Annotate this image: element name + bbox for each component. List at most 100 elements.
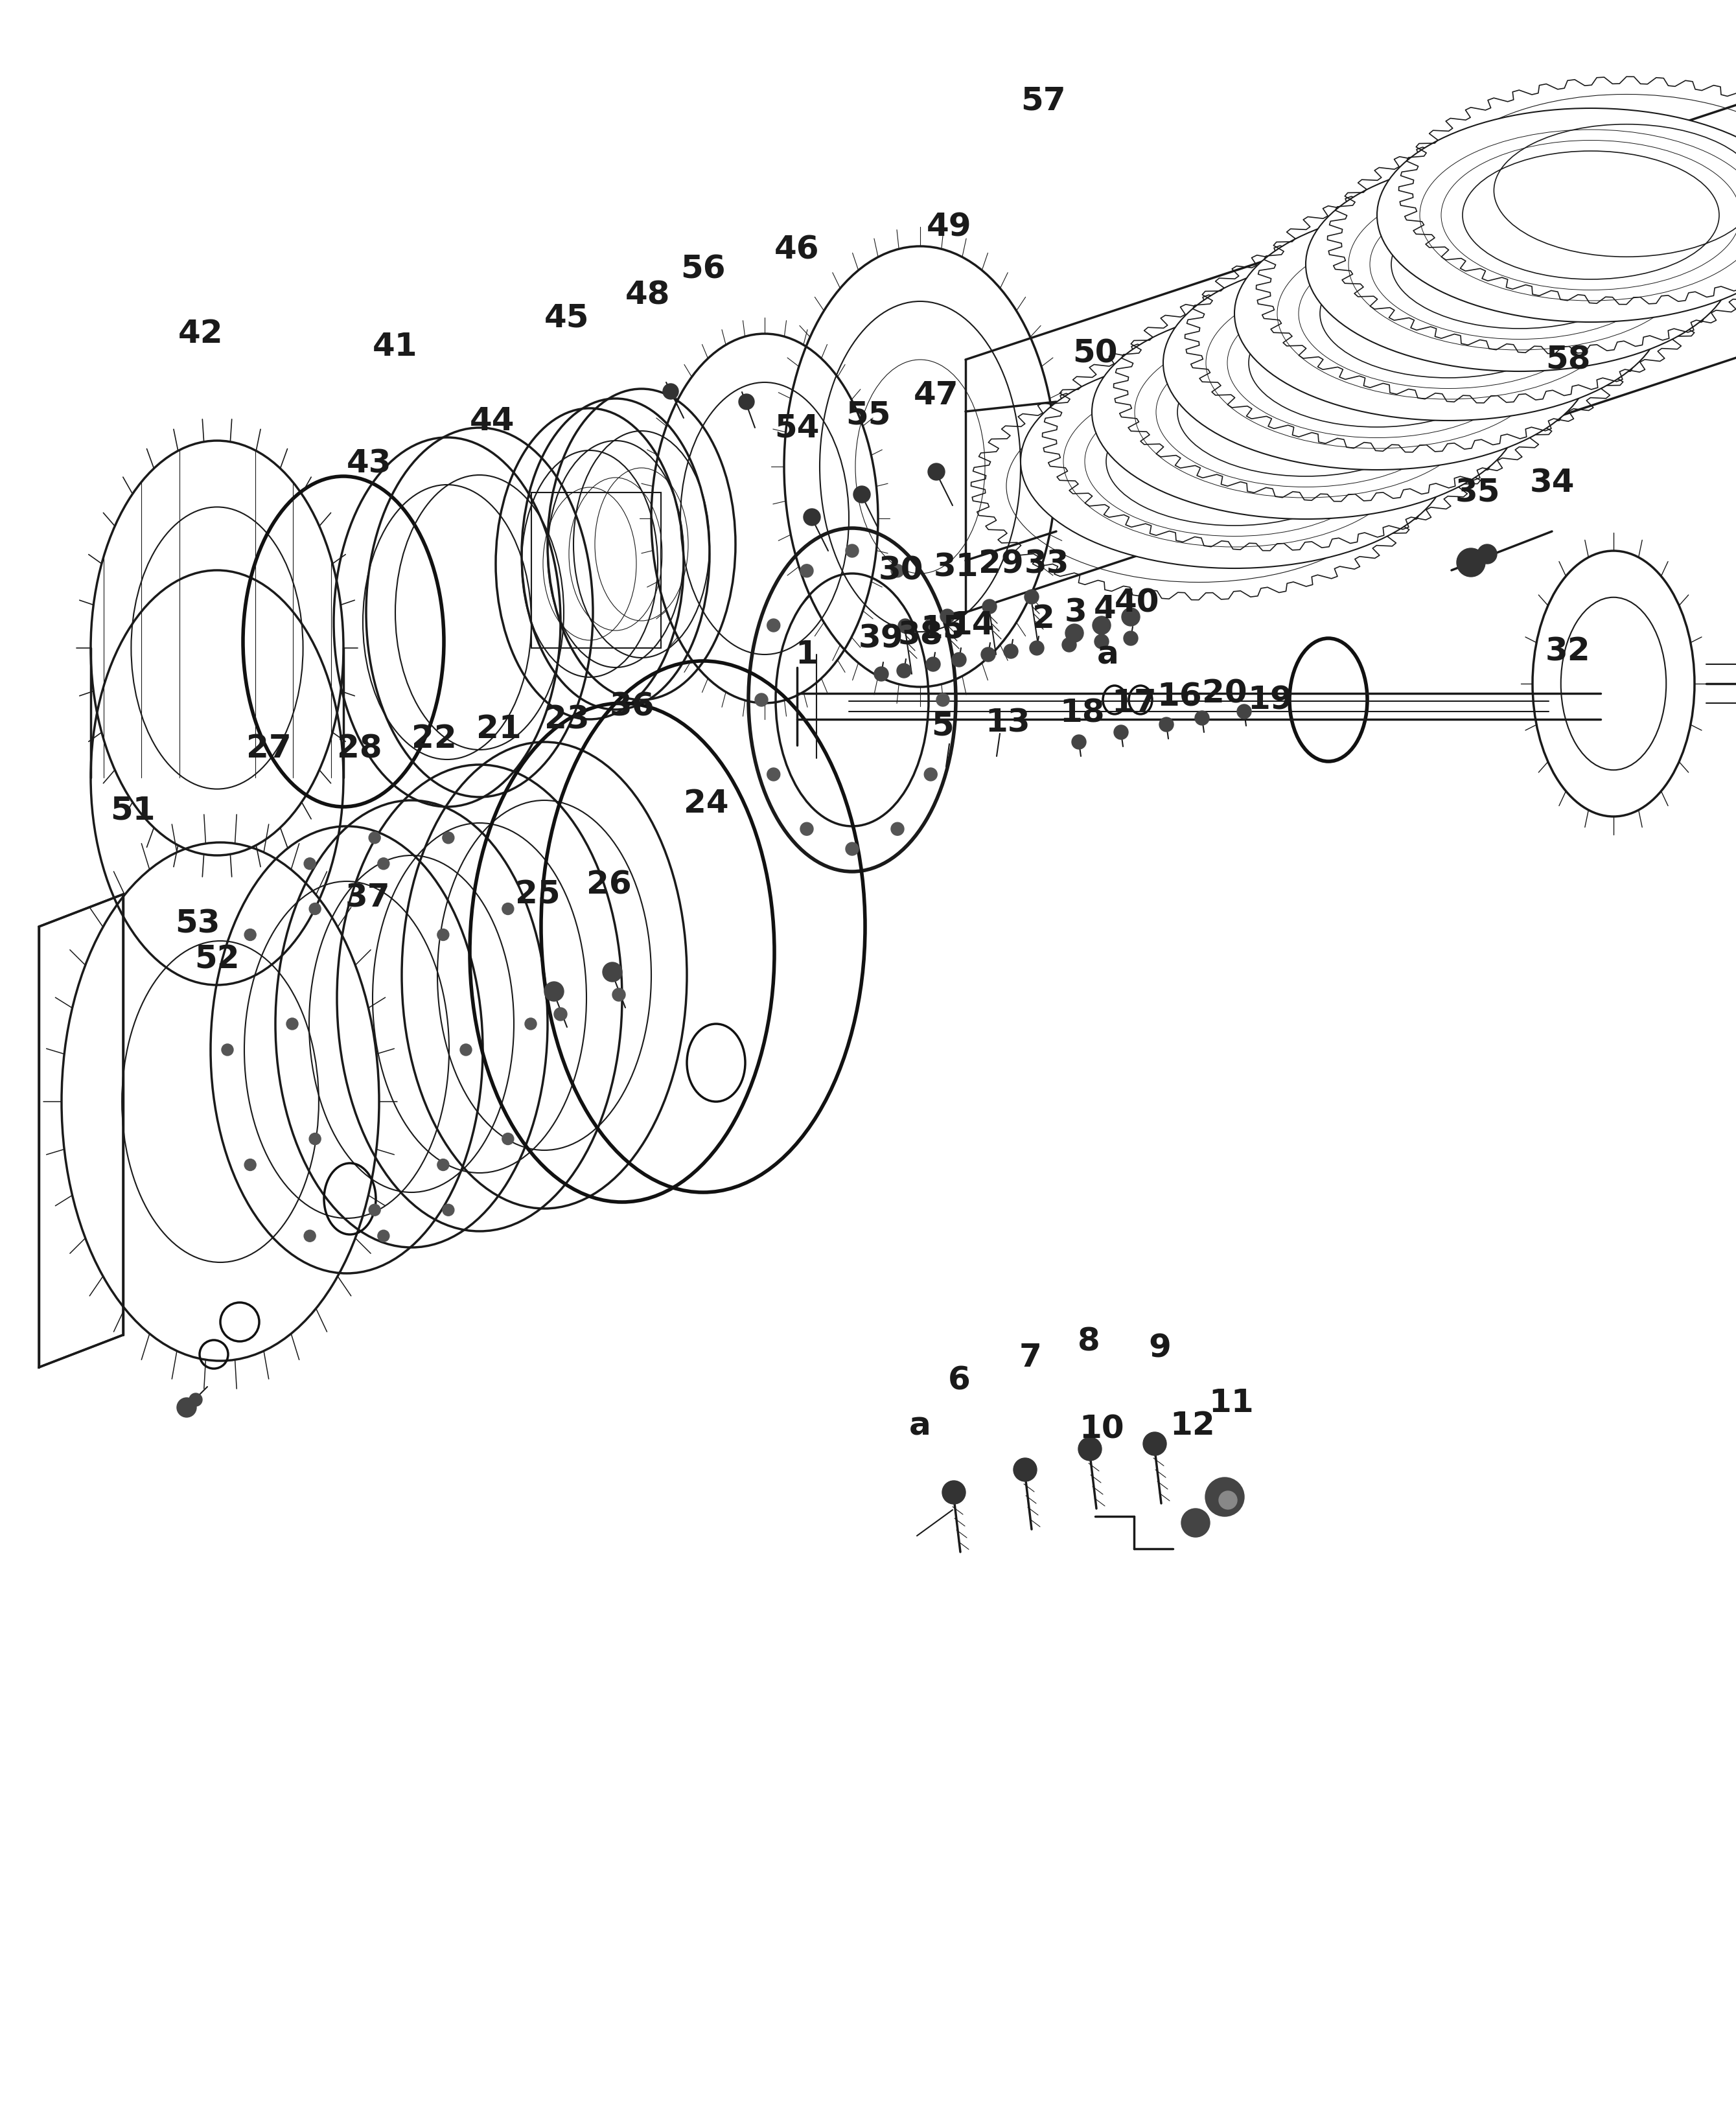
Text: 54: 54	[774, 411, 819, 443]
Text: 17: 17	[1111, 687, 1156, 718]
Text: 9: 9	[1149, 1333, 1172, 1363]
Text: 19: 19	[1248, 684, 1293, 716]
Text: 34: 34	[1529, 466, 1575, 498]
Circle shape	[378, 1229, 389, 1242]
Polygon shape	[38, 894, 123, 1367]
Circle shape	[1003, 644, 1017, 659]
Circle shape	[245, 1159, 255, 1170]
Text: 40: 40	[1115, 587, 1160, 619]
Circle shape	[804, 509, 821, 526]
Circle shape	[845, 545, 859, 557]
Text: 16: 16	[1156, 680, 1201, 712]
Text: 53: 53	[175, 907, 220, 939]
Circle shape	[1205, 1477, 1245, 1517]
Text: 15: 15	[920, 612, 965, 644]
Text: 55: 55	[845, 398, 891, 430]
Circle shape	[924, 767, 937, 782]
Text: 47: 47	[913, 379, 958, 411]
Text: 39: 39	[859, 623, 904, 655]
Text: 57: 57	[1021, 85, 1066, 117]
Text: a: a	[910, 1409, 930, 1441]
Circle shape	[177, 1399, 196, 1418]
Circle shape	[502, 1134, 514, 1144]
Circle shape	[1014, 1458, 1036, 1481]
Circle shape	[378, 858, 389, 869]
Text: 21: 21	[476, 714, 521, 744]
Text: 43: 43	[347, 447, 392, 479]
Text: 37: 37	[345, 882, 391, 913]
Circle shape	[443, 833, 455, 843]
Text: 7: 7	[1019, 1341, 1042, 1373]
Text: 24: 24	[684, 788, 729, 820]
Text: 31: 31	[934, 551, 979, 583]
Text: 12: 12	[1170, 1409, 1215, 1441]
Circle shape	[1180, 1509, 1210, 1536]
Circle shape	[663, 384, 679, 398]
Ellipse shape	[1377, 108, 1736, 322]
Circle shape	[983, 600, 996, 615]
Text: 36: 36	[609, 691, 654, 723]
Circle shape	[245, 928, 255, 941]
Circle shape	[554, 1009, 568, 1021]
Circle shape	[437, 1159, 450, 1170]
Text: 1: 1	[795, 640, 818, 670]
Circle shape	[304, 1229, 316, 1242]
Circle shape	[891, 822, 904, 835]
Text: 42: 42	[179, 318, 224, 350]
Text: 58: 58	[1545, 343, 1590, 375]
Circle shape	[368, 833, 380, 843]
Circle shape	[437, 928, 450, 941]
Text: 35: 35	[1455, 477, 1500, 509]
Text: 30: 30	[878, 555, 924, 585]
Circle shape	[1066, 623, 1083, 642]
Circle shape	[602, 962, 621, 981]
Circle shape	[460, 1045, 472, 1055]
Circle shape	[524, 1017, 536, 1030]
Text: 14: 14	[950, 610, 995, 640]
Circle shape	[309, 903, 321, 915]
Text: 38: 38	[898, 619, 943, 651]
Circle shape	[1160, 718, 1174, 731]
Circle shape	[854, 485, 870, 502]
Circle shape	[1142, 1432, 1167, 1456]
Circle shape	[898, 619, 913, 634]
Circle shape	[1238, 704, 1252, 718]
Text: 27: 27	[247, 733, 292, 765]
Ellipse shape	[1234, 208, 1661, 420]
Text: 20: 20	[1201, 678, 1246, 710]
Circle shape	[309, 1134, 321, 1144]
Circle shape	[1115, 725, 1128, 740]
Circle shape	[613, 987, 625, 1000]
Circle shape	[981, 648, 995, 661]
Text: 23: 23	[545, 704, 590, 735]
Circle shape	[800, 564, 812, 576]
Ellipse shape	[1092, 305, 1519, 519]
Text: 56: 56	[681, 254, 726, 284]
Text: 10: 10	[1080, 1413, 1125, 1445]
Text: 3: 3	[1064, 598, 1087, 627]
Text: 52: 52	[194, 943, 240, 975]
Circle shape	[286, 1017, 299, 1030]
Text: a: a	[1097, 640, 1120, 670]
Text: 45: 45	[545, 303, 590, 333]
Circle shape	[767, 619, 779, 631]
Circle shape	[875, 667, 889, 680]
Text: 46: 46	[774, 233, 819, 265]
Text: 25: 25	[516, 879, 561, 909]
Circle shape	[1062, 638, 1076, 653]
Circle shape	[1024, 589, 1038, 604]
Circle shape	[924, 619, 937, 631]
Circle shape	[1071, 735, 1087, 750]
Text: 6: 6	[948, 1365, 970, 1396]
Circle shape	[443, 1204, 455, 1216]
Circle shape	[1219, 1492, 1238, 1509]
Text: 13: 13	[984, 708, 1029, 737]
Text: 11: 11	[1208, 1388, 1253, 1418]
Circle shape	[740, 394, 753, 409]
Circle shape	[891, 564, 904, 576]
Ellipse shape	[1163, 256, 1590, 470]
Text: 49: 49	[927, 212, 972, 242]
Circle shape	[502, 903, 514, 915]
Circle shape	[943, 1481, 965, 1504]
Circle shape	[545, 981, 564, 1000]
